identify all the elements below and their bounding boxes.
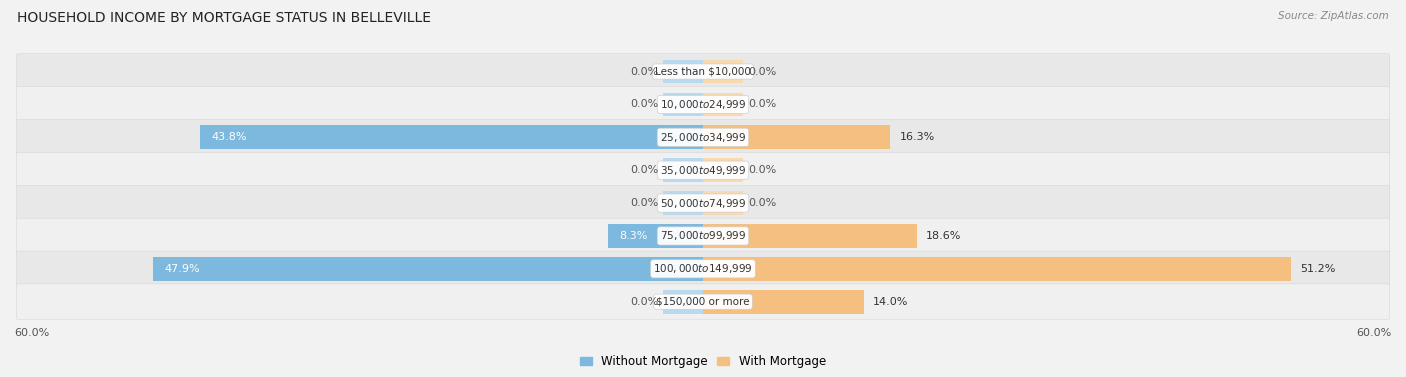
Text: HOUSEHOLD INCOME BY MORTGAGE STATUS IN BELLEVILLE: HOUSEHOLD INCOME BY MORTGAGE STATUS IN B… — [17, 11, 430, 25]
Bar — [703, 126, 890, 149]
Text: $10,000 to $24,999: $10,000 to $24,999 — [659, 98, 747, 111]
FancyBboxPatch shape — [17, 120, 1389, 155]
Legend: Without Mortgage, With Mortgage: Without Mortgage, With Mortgage — [575, 351, 831, 373]
Bar — [153, 257, 703, 280]
Text: $150,000 or more: $150,000 or more — [657, 297, 749, 307]
FancyBboxPatch shape — [17, 185, 1389, 221]
Bar — [703, 93, 744, 116]
FancyBboxPatch shape — [17, 87, 1389, 122]
Text: 16.3%: 16.3% — [900, 132, 935, 142]
Bar — [607, 224, 703, 248]
Text: $100,000 to $149,999: $100,000 to $149,999 — [654, 262, 752, 275]
FancyBboxPatch shape — [17, 251, 1389, 287]
Bar — [703, 290, 863, 314]
Text: 0.0%: 0.0% — [748, 165, 776, 175]
Bar — [662, 158, 703, 182]
Text: 43.8%: 43.8% — [211, 132, 247, 142]
Text: $25,000 to $34,999: $25,000 to $34,999 — [659, 131, 747, 144]
Bar — [662, 93, 703, 116]
Text: Less than $10,000: Less than $10,000 — [655, 67, 751, 77]
Text: Source: ZipAtlas.com: Source: ZipAtlas.com — [1278, 11, 1389, 21]
Bar — [703, 224, 917, 248]
Text: $75,000 to $99,999: $75,000 to $99,999 — [659, 230, 747, 242]
Text: 0.0%: 0.0% — [630, 297, 658, 307]
Bar — [200, 126, 703, 149]
Bar — [703, 60, 744, 83]
Text: 60.0%: 60.0% — [14, 328, 49, 338]
Text: 0.0%: 0.0% — [748, 67, 776, 77]
Text: 8.3%: 8.3% — [619, 231, 648, 241]
Bar — [662, 191, 703, 215]
Text: 47.9%: 47.9% — [165, 264, 200, 274]
Text: 18.6%: 18.6% — [925, 231, 962, 241]
Bar — [662, 290, 703, 314]
Bar — [662, 60, 703, 83]
Text: 51.2%: 51.2% — [1301, 264, 1336, 274]
Text: 0.0%: 0.0% — [630, 165, 658, 175]
FancyBboxPatch shape — [17, 54, 1389, 89]
Text: $35,000 to $49,999: $35,000 to $49,999 — [659, 164, 747, 177]
Text: 0.0%: 0.0% — [630, 198, 658, 208]
Text: 0.0%: 0.0% — [630, 100, 658, 109]
Text: 0.0%: 0.0% — [748, 198, 776, 208]
FancyBboxPatch shape — [17, 284, 1389, 319]
FancyBboxPatch shape — [17, 152, 1389, 188]
FancyBboxPatch shape — [17, 218, 1389, 254]
Text: 14.0%: 14.0% — [873, 297, 908, 307]
Text: $50,000 to $74,999: $50,000 to $74,999 — [659, 196, 747, 210]
Bar — [703, 257, 1291, 280]
Bar — [703, 191, 744, 215]
Text: 60.0%: 60.0% — [1357, 328, 1392, 338]
Text: 0.0%: 0.0% — [630, 67, 658, 77]
Text: 0.0%: 0.0% — [748, 100, 776, 109]
Bar — [703, 158, 744, 182]
